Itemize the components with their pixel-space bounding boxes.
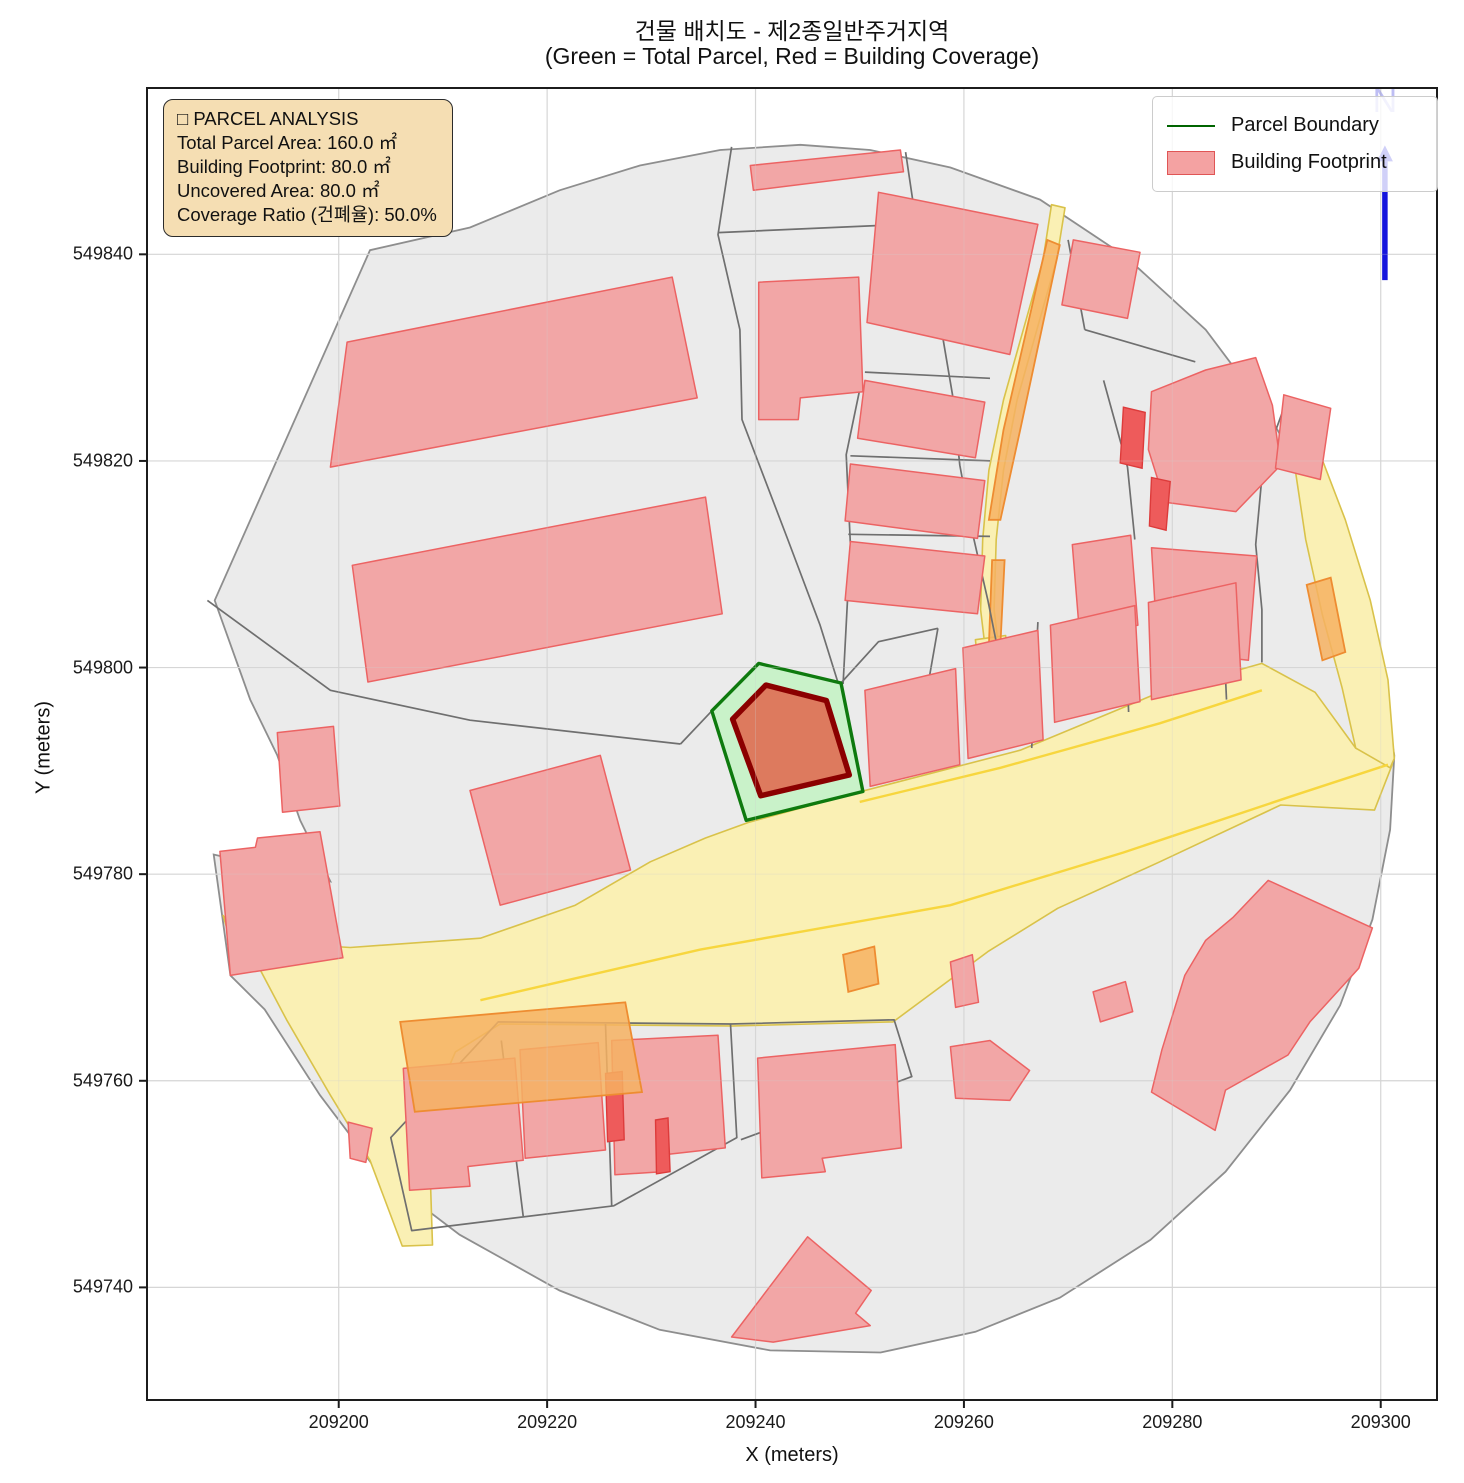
parcel-line bbox=[206, 599, 681, 745]
building-footprint bbox=[1147, 582, 1242, 701]
overlay-orange bbox=[842, 945, 880, 994]
overlay-orange bbox=[399, 1001, 644, 1113]
legend-label: Building Footprint bbox=[1231, 151, 1387, 173]
building-overlap-dark bbox=[654, 1117, 671, 1175]
building-footprint bbox=[469, 754, 632, 906]
parcel-analysis-line: Building Footprint: 80.0 ㎡ bbox=[177, 156, 391, 178]
legend-label: Parcel Boundary bbox=[1231, 114, 1379, 136]
y-tick-label: 549800 bbox=[72, 657, 133, 678]
building-overlap-dark bbox=[1119, 406, 1146, 470]
legend-item-parcel-boundary: Parcel Boundary bbox=[1167, 107, 1423, 144]
building-footprint bbox=[1150, 879, 1374, 1132]
target-building-footprint bbox=[729, 682, 853, 799]
parcel-line bbox=[850, 454, 991, 462]
road-main bbox=[222, 662, 1393, 1247]
plot-border bbox=[146, 87, 1438, 1401]
building-footprint bbox=[844, 540, 986, 615]
road-centerline bbox=[480, 763, 1389, 1002]
parcel-line bbox=[1084, 328, 1196, 363]
building-footprint bbox=[347, 1121, 373, 1164]
legend: Parcel Boundary Building Footprint bbox=[1152, 96, 1438, 192]
parcel-analysis-line: Total Parcel Area: 160.0 ㎡ bbox=[177, 132, 398, 154]
building-footprint bbox=[756, 1043, 903, 1179]
building-footprint bbox=[949, 1039, 1031, 1102]
legend-item-building-footprint: Building Footprint bbox=[1167, 144, 1423, 181]
building-footprint bbox=[757, 276, 864, 421]
x-tick-label: 209200 bbox=[308, 1412, 369, 1432]
parcel-line bbox=[864, 371, 991, 380]
chart-title: 건물 배치도 - 제2종일반주거지역 bbox=[634, 18, 950, 44]
y-tick-label: 549760 bbox=[72, 1070, 133, 1091]
y-axis-label: Y (meters) bbox=[32, 701, 55, 794]
x-tick-label: 209280 bbox=[1142, 1412, 1203, 1432]
building-footprint bbox=[329, 276, 698, 468]
road-overlay-orange bbox=[987, 238, 1061, 521]
building-footprint bbox=[730, 1236, 872, 1343]
parcel-line bbox=[1102, 380, 1136, 540]
road-side-east bbox=[1283, 407, 1396, 769]
road-edge-line bbox=[859, 689, 1263, 804]
building-footprint bbox=[949, 953, 980, 1009]
building-footprint bbox=[962, 629, 1044, 760]
parcel-boundary-line-swatch-icon bbox=[1167, 124, 1215, 127]
building-footprint bbox=[351, 496, 723, 683]
building-footprint bbox=[749, 149, 905, 192]
building-footprint bbox=[276, 725, 341, 813]
x-tick-label: 209220 bbox=[517, 1412, 578, 1432]
road-overlay-orange bbox=[1305, 576, 1347, 662]
building-footprint bbox=[844, 463, 986, 540]
x-tick-label: 209260 bbox=[933, 1412, 994, 1432]
parcel-line bbox=[717, 146, 839, 683]
x-axis-label: X (meters) bbox=[745, 1444, 839, 1466]
parcel-analysis-line: Uncovered Area: 80.0 ㎡ bbox=[177, 180, 380, 202]
building-footprint bbox=[866, 191, 1039, 356]
parcel-line bbox=[717, 223, 904, 234]
x-tick-label: 209240 bbox=[725, 1412, 786, 1432]
building-overlap-dark bbox=[1148, 476, 1171, 532]
parcel-line bbox=[679, 710, 713, 745]
building-footprint bbox=[864, 667, 961, 788]
parcel-analysis-title: □ PARCEL ANALYSIS bbox=[177, 108, 359, 129]
chart-subtitle: (Green = Total Parcel, Red = Building Co… bbox=[544, 43, 1040, 69]
parcel-analysis-box: □ PARCEL ANALYSIS Total Parcel Area: 160… bbox=[163, 99, 453, 238]
y-tick-label: 549840 bbox=[72, 243, 133, 264]
building-footprint bbox=[856, 379, 986, 459]
parcel-analysis-line: Coverage Ratio (건폐율): 50.0% bbox=[177, 204, 437, 226]
y-tick-label: 549820 bbox=[72, 450, 133, 471]
building-footprint bbox=[1092, 980, 1134, 1023]
y-tick-label: 549740 bbox=[72, 1276, 133, 1297]
y-tick-label: 549780 bbox=[72, 863, 133, 884]
building-footprint bbox=[219, 831, 344, 977]
building-footprint bbox=[1049, 604, 1141, 724]
parcel-line bbox=[840, 627, 939, 684]
building-footprint bbox=[1274, 394, 1332, 481]
building-footprint bbox=[1061, 239, 1141, 320]
building-footprint-patch-swatch-icon bbox=[1167, 150, 1215, 175]
x-tick-label: 209300 bbox=[1350, 1412, 1411, 1432]
